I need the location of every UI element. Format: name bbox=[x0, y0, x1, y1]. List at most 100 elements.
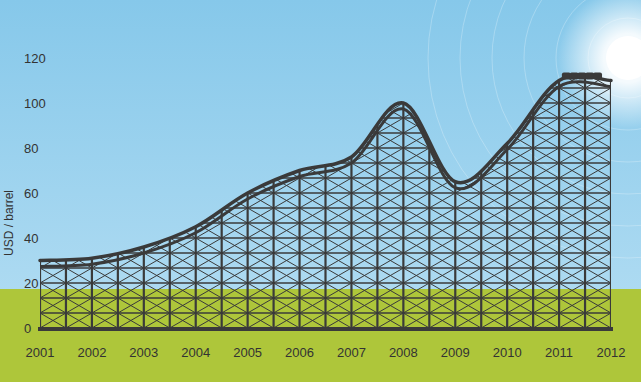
truss-post bbox=[169, 58, 171, 328]
truss-brace bbox=[274, 313, 300, 328]
truss-brace bbox=[377, 193, 403, 208]
truss-brace bbox=[377, 268, 403, 283]
truss-brace bbox=[40, 208, 66, 223]
truss-brace bbox=[455, 238, 481, 253]
truss-brace bbox=[196, 238, 222, 253]
truss-brace bbox=[170, 313, 196, 328]
truss-brace bbox=[403, 283, 429, 298]
truss-brace bbox=[377, 133, 403, 148]
truss-brace bbox=[222, 178, 248, 193]
truss-brace bbox=[326, 178, 352, 193]
truss-brace bbox=[559, 298, 585, 313]
truss-brace bbox=[196, 103, 222, 118]
truss-brace bbox=[144, 193, 170, 208]
truss-brace bbox=[507, 313, 533, 328]
truss-brace bbox=[144, 283, 170, 298]
truss-brace bbox=[248, 163, 274, 178]
truss-brace bbox=[92, 178, 118, 193]
truss-brace bbox=[170, 133, 196, 148]
truss-brace bbox=[274, 148, 300, 163]
truss-brace bbox=[40, 223, 66, 238]
truss-brace bbox=[377, 208, 403, 223]
truss-brace bbox=[222, 148, 248, 163]
truss-brace bbox=[196, 268, 222, 283]
truss-brace bbox=[92, 313, 118, 328]
truss-brace bbox=[196, 118, 222, 133]
truss-brace bbox=[92, 208, 118, 223]
truss-brace bbox=[429, 313, 455, 328]
truss-brace bbox=[507, 88, 533, 103]
truss-brace bbox=[429, 223, 455, 238]
truss-brace bbox=[66, 58, 92, 73]
truss-brace bbox=[92, 73, 118, 88]
truss-brace bbox=[300, 58, 326, 73]
truss-brace bbox=[559, 103, 585, 118]
truss-brace bbox=[66, 118, 92, 133]
truss-brace bbox=[196, 178, 222, 193]
truss-brace bbox=[351, 73, 377, 88]
truss-brace bbox=[559, 208, 585, 223]
truss-brace bbox=[351, 283, 377, 298]
car-seat bbox=[585, 73, 594, 80]
truss-brace bbox=[585, 133, 611, 148]
truss-brace bbox=[559, 223, 585, 238]
truss-brace bbox=[455, 283, 481, 298]
truss-brace bbox=[144, 208, 170, 223]
truss-brace bbox=[92, 58, 118, 73]
y-tick-label: 60 bbox=[24, 186, 38, 201]
truss-brace bbox=[429, 58, 455, 73]
truss-brace bbox=[585, 178, 611, 193]
truss-brace bbox=[66, 238, 92, 253]
truss-brace bbox=[144, 58, 170, 73]
truss-brace bbox=[118, 193, 144, 208]
truss-brace bbox=[533, 283, 559, 298]
truss-brace bbox=[144, 73, 170, 88]
truss-brace bbox=[507, 268, 533, 283]
truss-brace bbox=[585, 58, 611, 73]
truss-brace bbox=[533, 223, 559, 238]
truss-brace bbox=[40, 178, 66, 193]
truss-brace bbox=[533, 133, 559, 148]
truss-brace bbox=[144, 148, 170, 163]
truss-brace bbox=[222, 253, 248, 268]
truss-brace bbox=[118, 313, 144, 328]
truss-brace bbox=[533, 268, 559, 283]
truss-brace bbox=[403, 178, 429, 193]
truss-brace bbox=[533, 58, 559, 73]
truss-brace bbox=[144, 73, 170, 88]
truss-brace bbox=[351, 163, 377, 178]
truss-brace bbox=[196, 118, 222, 133]
truss-brace bbox=[300, 298, 326, 313]
truss-brace bbox=[144, 148, 170, 163]
truss-brace bbox=[170, 133, 196, 148]
truss-brace bbox=[300, 313, 326, 328]
truss-brace bbox=[248, 103, 274, 118]
truss-brace bbox=[222, 103, 248, 118]
truss-brace bbox=[118, 208, 144, 223]
truss-brace bbox=[66, 283, 92, 298]
truss-brace bbox=[92, 298, 118, 313]
truss-brace bbox=[40, 148, 66, 163]
truss-brace bbox=[144, 88, 170, 103]
truss-rail bbox=[40, 87, 611, 89]
truss-brace bbox=[429, 238, 455, 253]
truss-post bbox=[143, 58, 145, 328]
truss-brace bbox=[66, 313, 92, 328]
truss-brace bbox=[326, 208, 352, 223]
truss-brace bbox=[455, 133, 481, 148]
truss-brace bbox=[66, 148, 92, 163]
truss-brace bbox=[300, 283, 326, 298]
truss-brace bbox=[585, 223, 611, 238]
truss-brace bbox=[222, 268, 248, 283]
truss-brace bbox=[351, 238, 377, 253]
truss-brace bbox=[40, 208, 66, 223]
truss-brace bbox=[248, 208, 274, 223]
truss-brace bbox=[559, 88, 585, 103]
truss-brace bbox=[222, 268, 248, 283]
truss-brace bbox=[481, 208, 507, 223]
truss-brace bbox=[170, 193, 196, 208]
truss-brace bbox=[455, 148, 481, 163]
truss-brace bbox=[222, 58, 248, 73]
truss-brace bbox=[274, 253, 300, 268]
truss-brace bbox=[274, 238, 300, 253]
